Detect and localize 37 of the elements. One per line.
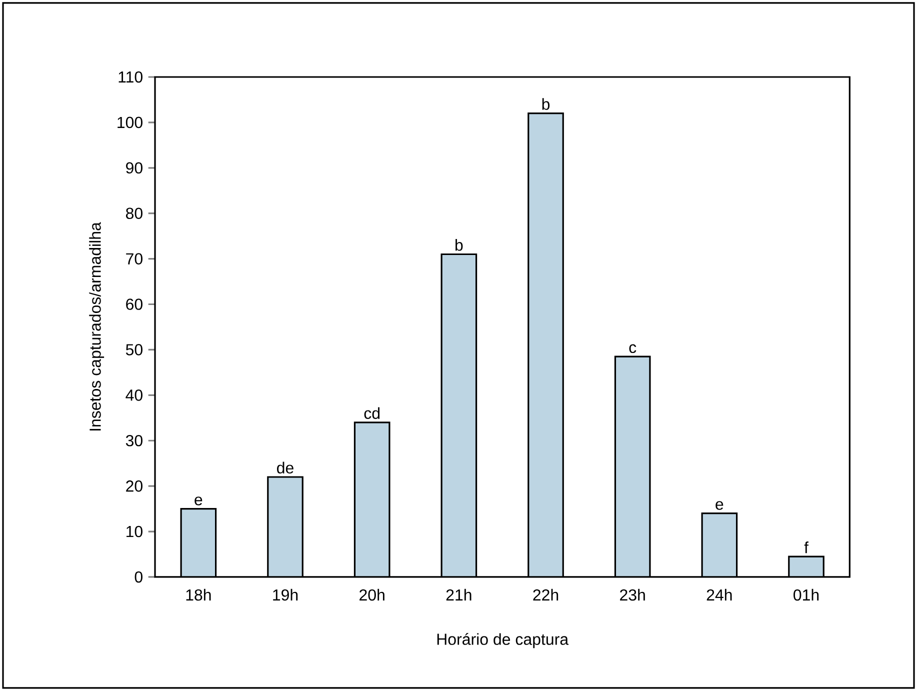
y-tick-label: 20 — [126, 480, 142, 492]
y-tick-label: 90 — [126, 162, 142, 174]
y-tick-label: 60 — [126, 298, 142, 310]
annotation: e — [716, 501, 724, 510]
bar — [614, 356, 651, 577]
y-tick-label: 80 — [126, 208, 142, 220]
y-tick-label: 110 — [118, 71, 142, 83]
annotation: e — [194, 496, 202, 506]
annotation: b — [542, 98, 550, 110]
bar — [180, 508, 217, 577]
y-tick-label: 10 — [126, 526, 142, 538]
y-tick-label: 70 — [126, 253, 142, 264]
bar — [440, 253, 478, 577]
bar — [354, 422, 390, 577]
y-tick-label: 40 — [126, 390, 142, 401]
x-axis-title: Horário de captura — [437, 633, 569, 648]
x-tick-label: 21h — [446, 588, 472, 600]
y-tick-label: 0 — [134, 571, 142, 583]
y-tick-label: 100 — [118, 116, 142, 128]
x-tick-label: 19h — [273, 588, 298, 601]
annotation: f — [804, 541, 809, 554]
x-tick-label: 24h — [706, 588, 732, 600]
annotation: b — [455, 239, 463, 251]
x-tick-label: 23h — [620, 588, 645, 601]
x-tick-label: 18h — [186, 588, 211, 601]
annotation: de — [277, 462, 294, 474]
bar — [701, 512, 738, 577]
annotation: cd — [364, 407, 380, 419]
bar — [267, 476, 304, 577]
bar — [528, 112, 564, 577]
y-tick-label: 30 — [126, 434, 142, 446]
x-tick-label: 22h — [533, 588, 558, 600]
y-tick-label: 50 — [126, 344, 142, 356]
x-tick-label: 01h — [794, 588, 819, 601]
annotation: c — [629, 344, 636, 354]
x-tick-label: 20h — [360, 588, 384, 601]
y-axis-title: Insetos capturados/armadilha — [89, 222, 104, 430]
